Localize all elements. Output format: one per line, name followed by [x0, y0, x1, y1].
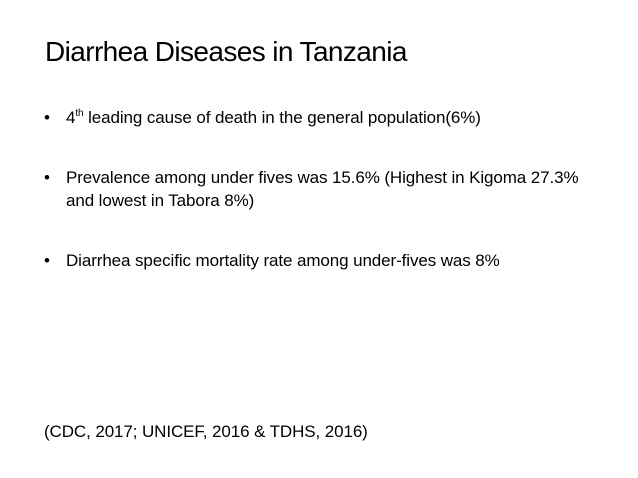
bullet-icon: • [44, 108, 50, 127]
bullet-item-leading-cause: • 4th leading cause of death in the gene… [44, 106, 604, 129]
bullet-item-mortality: • Diarrhea specific mortality rate among… [44, 249, 604, 272]
bullet-text: Prevalence among under fives was 15.6% (… [66, 168, 579, 210]
citation: (CDC, 2017; UNICEF, 2016 & TDHS, 2016) [44, 422, 368, 441]
bullet-rank-superscript: th [75, 108, 84, 119]
bullet-list: • 4th leading cause of death in the gene… [44, 106, 604, 272]
bullet-text: Diarrhea specific mortality rate among u… [66, 251, 500, 270]
slide-title: Diarrhea Diseases in Tanzania [45, 36, 407, 67]
bullet-text: leading cause of death in the general po… [83, 108, 481, 127]
bullet-rank-number: 4 [66, 108, 76, 127]
bullet-item-prevalence: • Prevalence among under fives was 15.6%… [44, 166, 604, 212]
bullet-icon: • [44, 168, 50, 187]
bullet-icon: • [44, 251, 50, 270]
